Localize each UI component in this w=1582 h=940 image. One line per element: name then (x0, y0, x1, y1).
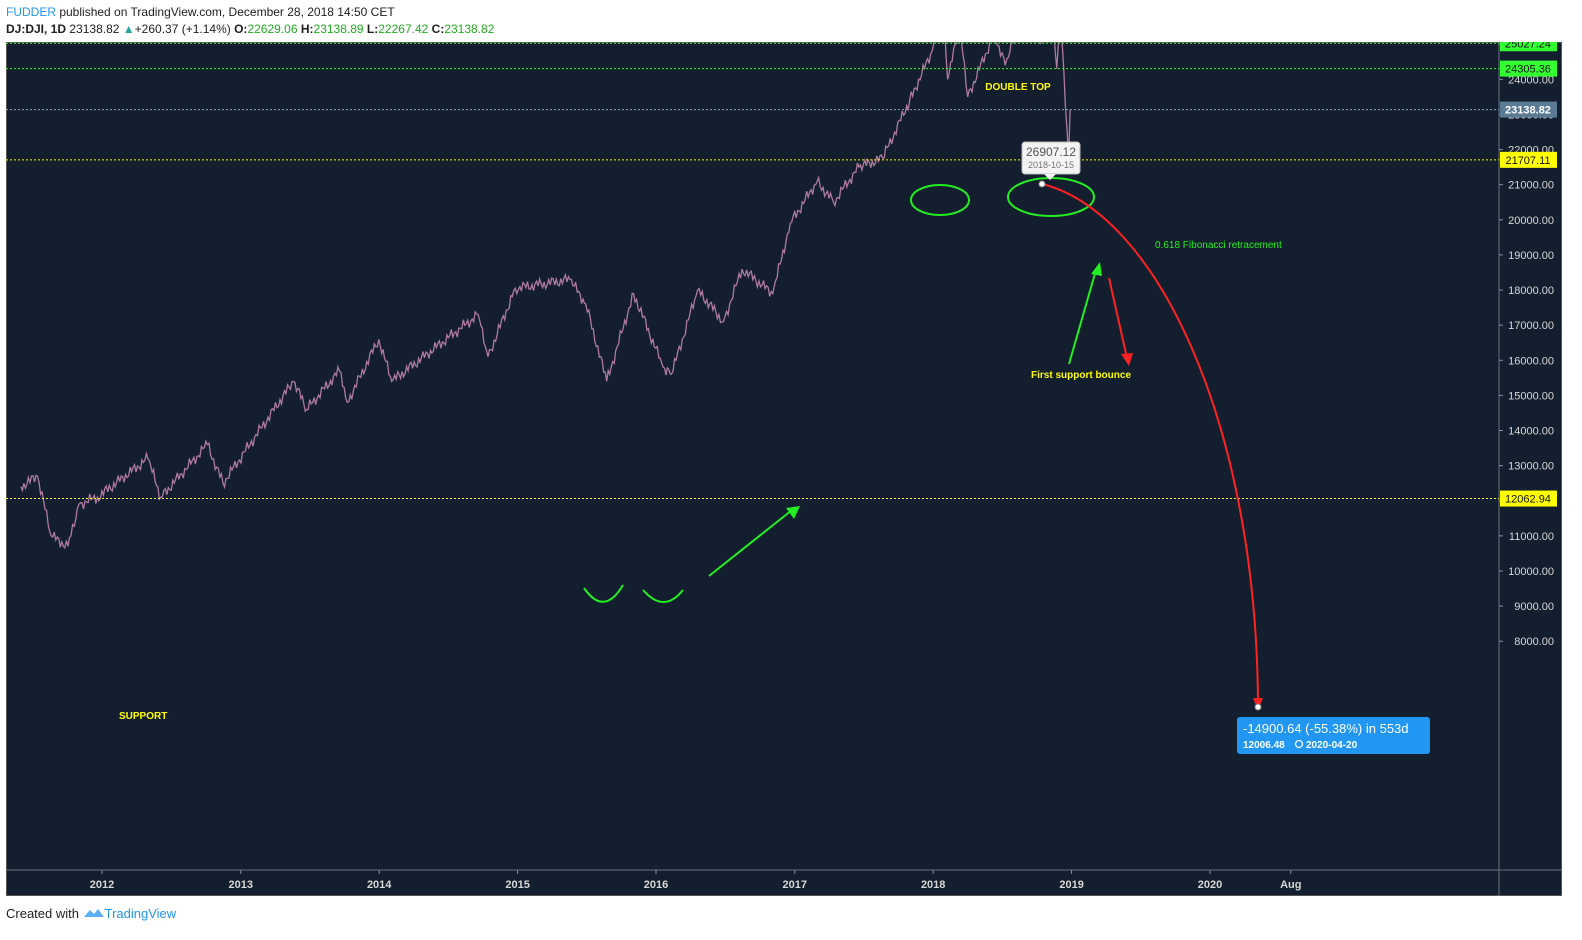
double-bottom-right-arc (642, 589, 684, 603)
green-bounce-arrow-head (1091, 262, 1102, 276)
open-value: 22629.06 (247, 22, 298, 36)
y-tick-label: 19000.00 (1508, 250, 1554, 262)
projection-label-box (1237, 717, 1430, 754)
clock-icon (1294, 739, 1304, 749)
x-tick-label: 2015 (505, 879, 529, 891)
x-tick-label: 2016 (644, 879, 668, 891)
y-tick-label: 11000.00 (1509, 531, 1554, 543)
level-tag-label: 21707.11 (1505, 155, 1550, 167)
level-tag (1500, 60, 1557, 77)
y-tick-label: 9000.00 (1514, 601, 1554, 613)
green-arrow-shaft (708, 509, 793, 577)
y-tick-label: 8000.00 (1514, 636, 1554, 648)
author-link[interactable]: FUDDER (6, 5, 56, 19)
double-bottom-left-arc (583, 584, 624, 603)
symbol-label: DJ:DJI, 1D (6, 22, 67, 36)
double-top-left-ellipse (910, 184, 970, 216)
green-bounce-arrow-shaft (1068, 269, 1097, 365)
y-tick-label: 17000.00 (1508, 320, 1554, 332)
level-tag-label: 25027.24 (1505, 42, 1551, 50)
y-tick-label: 18000.00 (1508, 285, 1554, 297)
target-point (1254, 703, 1262, 711)
projection-date-text: 2020-04-20 (1306, 740, 1358, 751)
price-change: +260.37 (+1.14%) (134, 22, 231, 36)
x-tick-label: 2013 (229, 879, 253, 891)
x-tick-label: Aug (1280, 879, 1301, 891)
y-tick-label: 13000.00 (1508, 461, 1554, 473)
footer-prefix: Created with (6, 906, 79, 921)
peak-tooltip-date: 2018-10-15 (1028, 160, 1074, 170)
price-chart[interactable]: 8000.009000.0010000.0011000.0012000.0013… (6, 42, 1562, 896)
green-arrow-head (786, 506, 800, 519)
close-label: C: (431, 22, 445, 36)
x-tick-label: 2014 (367, 879, 392, 891)
support-label: SUPPORT (119, 711, 167, 722)
tradingview-logo-icon (83, 909, 104, 917)
level-tag (1500, 490, 1557, 507)
level-tag-label: 12062.94 (1505, 494, 1551, 506)
level-tag-label: 24305.36 (1505, 64, 1551, 76)
projection-value-text: 12006.48 (1243, 740, 1285, 751)
peak-tooltip-value: 26907.12 (1026, 145, 1076, 159)
projection-curve (1041, 183, 1259, 703)
double-top-right-ellipse (1007, 177, 1095, 217)
peak-tooltip-pointer (1044, 174, 1056, 180)
red-arrow-head (1121, 353, 1133, 366)
level-tag (1500, 101, 1557, 118)
footer-brand[interactable]: TradingView (104, 906, 177, 921)
peak-point (1038, 180, 1046, 188)
low-label: L: (366, 22, 379, 36)
level-tag (1500, 42, 1557, 52)
x-tick-label: 2019 (1059, 879, 1083, 891)
open-label: O: (234, 22, 248, 36)
y-tick-label: 21000.00 (1508, 180, 1554, 192)
x-tick-label: 2012 (90, 879, 114, 891)
up-arrow-icon: ▲ (122, 22, 135, 36)
projection-main-text: -14900.64 (-55.38%) in 553d (1243, 721, 1409, 736)
ohlc-bar: DJ:DJI, 1D 23138.82 ▲+260.37 (+1.14%) O:… (6, 22, 494, 36)
x-tick-label: 2018 (921, 879, 945, 891)
first-support-label: First support bounce (1031, 370, 1131, 381)
close-value: 23138.82 (444, 22, 495, 36)
red-arrow-shaft (1108, 277, 1128, 359)
y-tick-label: 14000.00 (1508, 426, 1554, 438)
double-top-label: DOUBLE TOP (985, 82, 1051, 93)
y-tick-label: 20000.00 (1508, 215, 1554, 227)
x-tick-label: 2020 (1198, 879, 1222, 891)
level-tag (1500, 151, 1557, 168)
footer: Created with TradingView (6, 906, 176, 921)
price-series-line (20, 42, 1071, 550)
last-price: 23138.82 (69, 22, 120, 36)
fibonacci-label: 0.618 Fibonacci retracement (1155, 240, 1282, 251)
x-tick-label: 2017 (783, 879, 807, 891)
published-text: published on TradingView.com, December 2… (56, 5, 395, 19)
level-tag-label: 23138.82 (1505, 105, 1551, 117)
y-tick-label: 15000.00 (1508, 390, 1554, 402)
low-value: 22267.42 (378, 22, 429, 36)
publish-info: FUDDER published on TradingView.com, Dec… (6, 5, 395, 19)
high-label: H: (300, 22, 314, 36)
y-tick-label: 10000.00 (1508, 566, 1554, 578)
high-value: 23138.89 (313, 22, 364, 36)
y-tick-label: 24000.00 (1508, 74, 1554, 86)
y-tick-label: 16000.00 (1508, 355, 1554, 367)
